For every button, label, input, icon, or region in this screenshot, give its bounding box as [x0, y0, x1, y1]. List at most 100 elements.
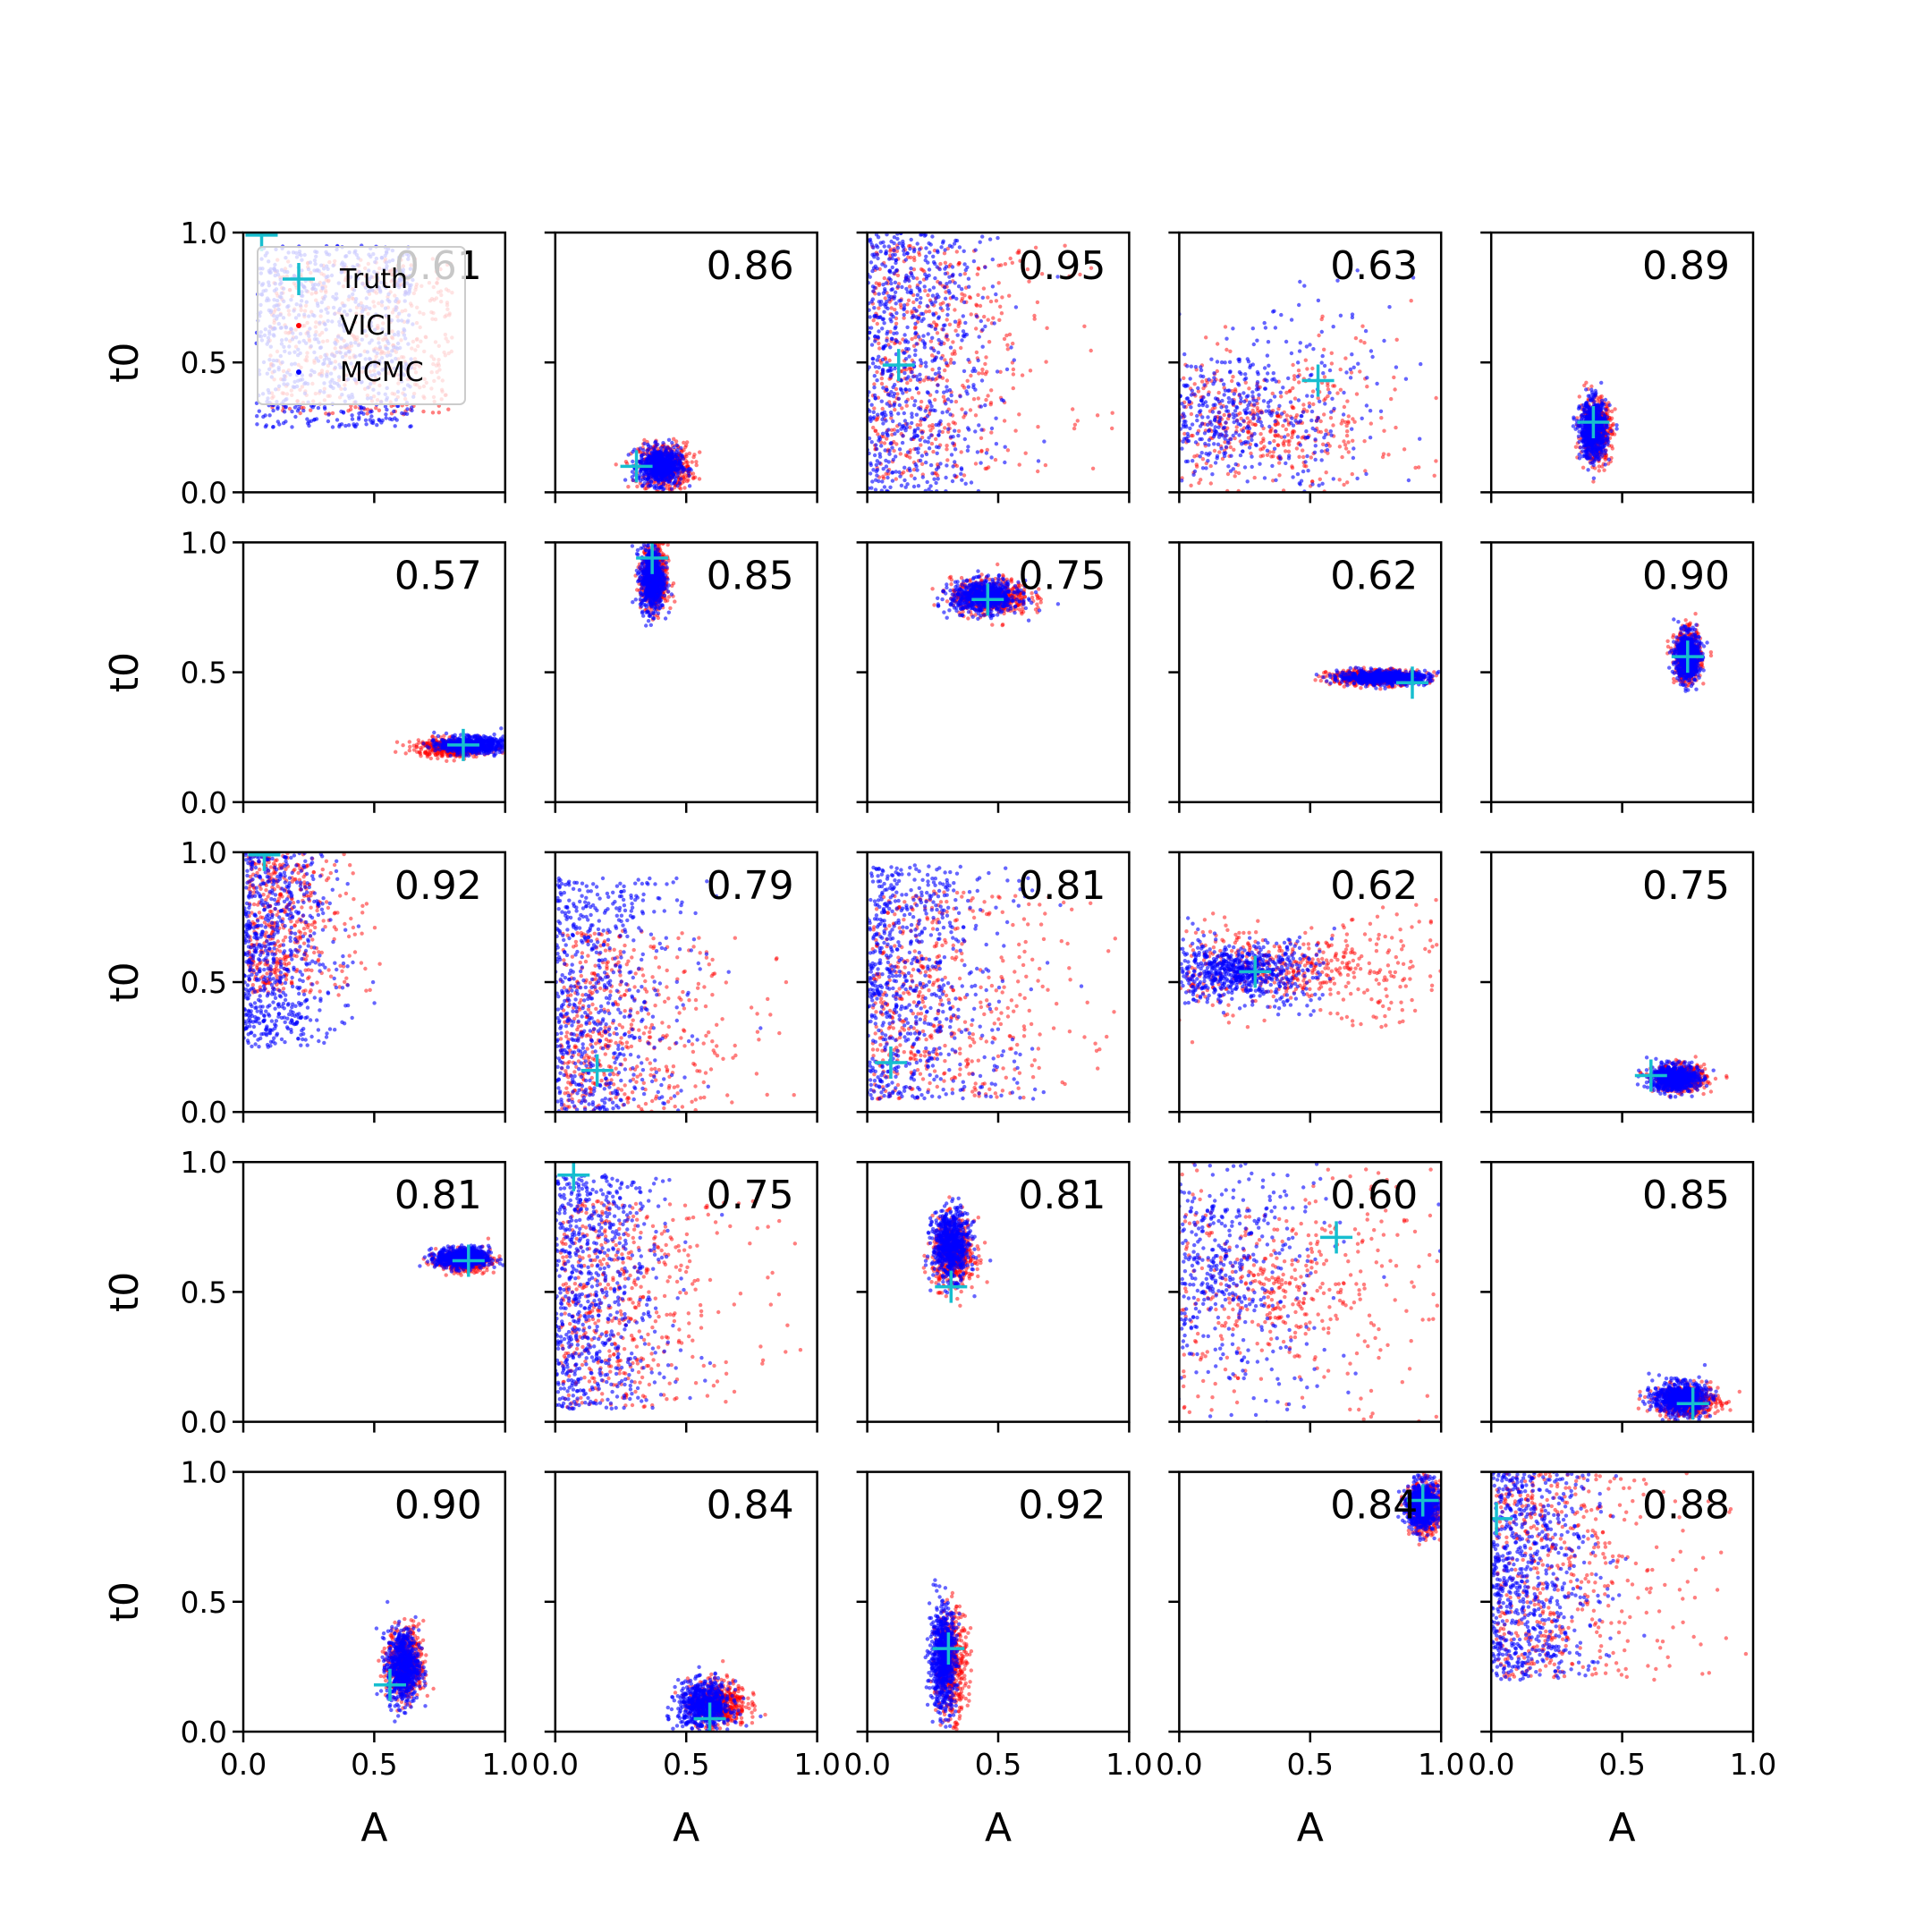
- panel-points: [555, 876, 796, 1113]
- mcmc-samples: [555, 876, 763, 1113]
- vici-samples: [1179, 898, 1442, 1045]
- truth-marker: [1320, 1221, 1353, 1254]
- mcmc-samples: [418, 1243, 505, 1274]
- panel-9: 0.62: [1168, 541, 1443, 813]
- truth-marker: [452, 1244, 485, 1277]
- panel-5: 0.89: [1480, 231, 1755, 504]
- truth-marker: [446, 728, 479, 761]
- truth-marker: [874, 1046, 907, 1080]
- x-axis-label: A: [673, 1805, 699, 1851]
- mcmc-samples: [1491, 1471, 1647, 1682]
- x-tick-label: 0.5: [1287, 1747, 1334, 1782]
- panel-points: [630, 542, 677, 628]
- panel-score: 0.62: [1330, 863, 1418, 909]
- x-tick-label: 1.0: [1730, 1747, 1776, 1782]
- mcmc-samples: [243, 852, 377, 1049]
- panel-points: [921, 1195, 993, 1309]
- panel-score: 0.62: [1330, 553, 1418, 598]
- mcmc-samples: [1179, 915, 1337, 1017]
- panel-score: 0.88: [1642, 1483, 1730, 1529]
- panel-points: [1179, 267, 1442, 493]
- x-tick-label: 0.5: [663, 1747, 709, 1782]
- y-tick-label: 0.0: [181, 1405, 227, 1440]
- truth-marker: [971, 583, 1004, 616]
- truth-marker: [636, 542, 669, 574]
- y-axis-label: t0: [102, 652, 148, 692]
- truth-marker: [1634, 1059, 1667, 1092]
- panel-24: 0.84 0.0 0.5 1.0 A: [1156, 1470, 1464, 1851]
- x-tick-label: 1.0: [1418, 1747, 1464, 1782]
- truth-marker: [1395, 666, 1428, 699]
- panel-17: 0.75: [544, 1160, 818, 1433]
- truth-marker: [693, 1702, 726, 1732]
- panel-score: 0.81: [394, 1173, 482, 1218]
- truth-marker: [1301, 364, 1335, 397]
- x-tick-label: 0.0: [532, 1747, 579, 1782]
- panel-score: 0.84: [707, 1483, 794, 1529]
- truth-marker: [1671, 640, 1704, 674]
- mcmc-samples: [555, 1173, 724, 1411]
- panel-2: 0.86: [544, 231, 818, 504]
- panel-points: [1179, 898, 1442, 1045]
- panel-4: 0.63: [1168, 231, 1443, 504]
- panel-points: [923, 1578, 974, 1732]
- mcmc-samples: [923, 1196, 993, 1299]
- y-axis-label: t0: [102, 962, 148, 1002]
- panel-score: 0.84: [1330, 1483, 1418, 1529]
- panel-18: 0.81: [856, 1160, 1131, 1433]
- truth-marker: [1491, 1502, 1513, 1535]
- panel-score: 0.85: [1642, 1173, 1730, 1218]
- mcmc-samples: [623, 437, 693, 493]
- panels-layer: 0.610.00.51.0t0TruthVICIMCMC0.860.950.63…: [102, 216, 1776, 1851]
- vici-samples: [1179, 267, 1442, 493]
- y-tick-label: 0.0: [181, 1715, 227, 1750]
- panel-score: 0.81: [1018, 863, 1106, 909]
- x-tick-label: 0.5: [351, 1747, 397, 1782]
- panel-score: 0.90: [1642, 553, 1730, 598]
- y-tick-label: 1.0: [181, 835, 227, 870]
- x-axis-label: A: [360, 1805, 387, 1851]
- legend-box: [257, 246, 466, 405]
- x-tick-label: 1.0: [482, 1747, 529, 1782]
- panel-score: 0.92: [394, 863, 482, 909]
- panel-score: 0.89: [1642, 243, 1730, 289]
- panel-points: [614, 436, 702, 493]
- truth-marker: [248, 852, 281, 871]
- vici-samples: [558, 1199, 803, 1411]
- panel-14: 0.62: [1168, 851, 1443, 1123]
- truth-marker: [1676, 1387, 1709, 1420]
- y-tick-label: 1.0: [181, 216, 227, 250]
- y-tick-label: 1.0: [181, 525, 227, 560]
- panel-points: [1636, 1362, 1742, 1422]
- truth-marker: [1577, 405, 1610, 438]
- x-tick-label: 0.0: [1156, 1747, 1202, 1782]
- y-axis-label: t0: [102, 1272, 148, 1312]
- x-tick-label: 0.5: [975, 1747, 1021, 1782]
- y-tick-label: 0.5: [181, 656, 227, 691]
- panel-score: 0.79: [707, 863, 794, 909]
- panel-points: [665, 1659, 767, 1732]
- x-axis-label: A: [1609, 1805, 1636, 1851]
- x-axis-label: A: [985, 1805, 1012, 1851]
- truth-marker: [882, 349, 915, 382]
- y-tick-label: 0.5: [181, 1275, 227, 1309]
- panel-score: 0.57: [394, 553, 482, 598]
- panel-score: 0.86: [707, 243, 794, 289]
- x-tick-label: 1.0: [1106, 1747, 1152, 1782]
- panel-25: 0.88 0.0 0.5 1.0 A: [1468, 1470, 1776, 1851]
- y-axis-label: t0: [102, 1581, 148, 1622]
- vici-samples: [1179, 1162, 1440, 1422]
- mcmc-samples: [1314, 665, 1441, 691]
- panel-23: 0.92 0.0 0.5 1.0 A: [843, 1470, 1153, 1851]
- panel-points: [373, 1599, 436, 1724]
- panel-points: [555, 1162, 803, 1411]
- panel-points: [243, 852, 382, 1049]
- truth-marker: [245, 233, 278, 251]
- panel-points: [1396, 1471, 1442, 1547]
- panel-points: [418, 1236, 505, 1277]
- panel-score: 0.81: [1018, 1173, 1106, 1218]
- legend-marker-mcmc: [296, 369, 301, 375]
- panel-score: 0.90: [394, 1483, 482, 1529]
